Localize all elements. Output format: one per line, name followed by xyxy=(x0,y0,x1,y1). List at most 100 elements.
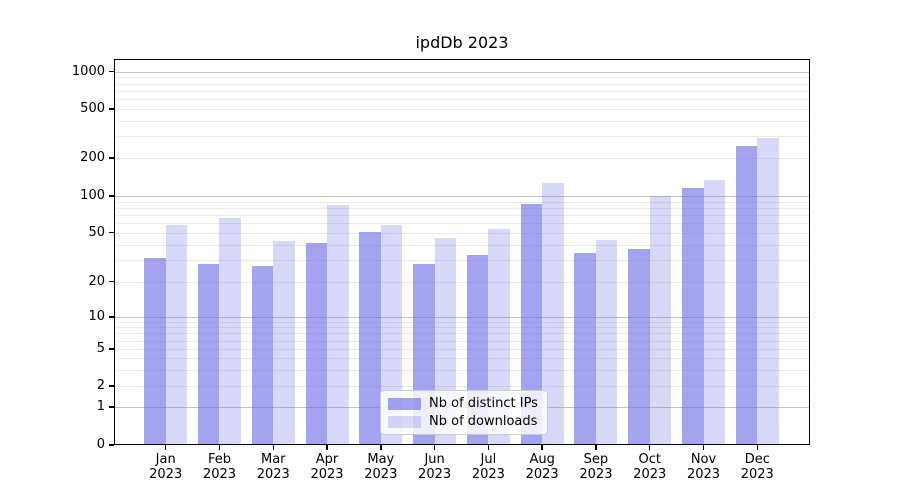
bar-downloads xyxy=(703,179,725,445)
x-tick-mark xyxy=(272,445,274,450)
grid-line-minor xyxy=(114,369,810,371)
bar-distinct-ips xyxy=(197,263,220,445)
grid-line-minor xyxy=(114,340,810,342)
x-tick-mark xyxy=(595,445,597,450)
y-tick-mark xyxy=(109,195,114,197)
bar-downloads xyxy=(595,239,618,445)
grid-line-minor xyxy=(114,232,810,234)
x-tick-label: Jan 2023 xyxy=(149,452,183,482)
y-tick-mark xyxy=(109,406,114,408)
bar-distinct-ips xyxy=(251,265,274,445)
grid-line-minor xyxy=(114,244,810,246)
grid-line-minor xyxy=(114,321,810,323)
x-tick-mark xyxy=(649,445,651,450)
y-tick-label: 100 xyxy=(80,188,105,203)
bar-downloads xyxy=(380,224,403,445)
x-tick-label: Aug 2023 xyxy=(525,452,559,482)
grid-line-major xyxy=(114,317,810,318)
grid-line-minor xyxy=(114,327,810,329)
y-tick-label: 0 xyxy=(96,437,105,452)
legend-item-distinct-ips: Nb of distinct IPs xyxy=(388,396,538,411)
grid-line-minor xyxy=(114,349,810,350)
bar-downloads xyxy=(327,204,349,445)
bar-downloads xyxy=(649,196,672,445)
bar-distinct-ips xyxy=(144,258,166,445)
y-tick-mark xyxy=(109,385,114,387)
x-tick-label: Apr 2023 xyxy=(310,452,344,482)
plot-area xyxy=(114,59,810,445)
chart-title: ipdDb 2023 xyxy=(415,33,509,52)
y-tick-label: 50 xyxy=(88,224,105,240)
x-tick-mark xyxy=(165,445,167,450)
x-tick-mark xyxy=(326,445,328,450)
bar-distinct-ips xyxy=(735,146,758,445)
y-tick-mark xyxy=(109,316,114,318)
y-tick-mark xyxy=(109,157,114,159)
y-tick-mark xyxy=(109,444,114,446)
x-tick-mark xyxy=(380,445,382,450)
x-tick-mark xyxy=(487,445,490,450)
grid-line-minor xyxy=(114,260,810,262)
grid-line-minor xyxy=(114,207,810,209)
x-tick-label: Oct 2023 xyxy=(633,452,667,482)
x-tick-label: Nov 2023 xyxy=(686,452,721,482)
y-tick-label: 10 xyxy=(88,309,105,324)
grid-line-minor xyxy=(114,136,810,138)
bar-distinct-ips xyxy=(682,188,704,445)
y-tick-label: 1000 xyxy=(71,63,105,79)
x-tick-label: Mar 2023 xyxy=(256,452,290,482)
x-tick-mark xyxy=(433,445,436,450)
bar-distinct-ips xyxy=(520,203,543,445)
grid-line-minor xyxy=(114,120,810,122)
grid-line-minor xyxy=(114,201,810,203)
bar-distinct-ips xyxy=(305,243,328,445)
grid-line-minor xyxy=(114,90,810,92)
legend-label-downloads: Nb of downloads xyxy=(429,414,538,429)
grid-line-major xyxy=(114,71,810,73)
grid-line-minor xyxy=(114,386,810,387)
y-tick-mark xyxy=(109,232,114,234)
grid-line-minor xyxy=(114,83,810,85)
x-tick-label: Jun 2023 xyxy=(418,452,452,482)
legend-item-downloads: Nb of downloads xyxy=(388,414,538,429)
bar-downloads xyxy=(273,240,295,445)
y-tick-mark xyxy=(109,348,114,350)
grid-line-minor xyxy=(114,77,810,79)
y-tick-mark xyxy=(109,281,114,283)
x-tick-mark xyxy=(218,445,221,450)
y-tick-label: 2 xyxy=(96,378,105,393)
y-tick-mark xyxy=(109,108,114,110)
legend-swatch-distinct-ips xyxy=(388,397,421,410)
bar-downloads xyxy=(219,218,241,445)
y-tick-label: 20 xyxy=(88,273,105,289)
y-tick-label: 5 xyxy=(96,341,105,356)
x-tick-label: May 2023 xyxy=(364,452,398,482)
x-tick-mark xyxy=(541,445,543,450)
bar-downloads xyxy=(542,182,564,445)
grid-line-minor xyxy=(114,99,810,101)
grid-line-minor xyxy=(114,223,810,225)
grid-line-minor xyxy=(114,214,810,216)
grid-line-minor xyxy=(114,333,810,335)
bar-distinct-ips xyxy=(359,231,381,445)
y-tick-mark xyxy=(109,70,114,73)
x-tick-label: Sep 2023 xyxy=(579,452,613,482)
grid-line-minor xyxy=(114,158,810,159)
grid-line-minor xyxy=(114,358,810,359)
legend: Nb of distinct IPs Nb of downloads xyxy=(380,390,548,435)
y-tick-label: 200 xyxy=(80,150,105,165)
x-tick-label: Dec 2023 xyxy=(740,452,774,482)
x-tick-mark xyxy=(702,445,705,450)
legend-swatch-downloads xyxy=(388,415,421,428)
bar-distinct-ips xyxy=(574,253,596,445)
x-tick-label: Jul 2023 xyxy=(471,452,505,482)
bar-downloads xyxy=(165,224,188,445)
x-tick-label: Feb 2023 xyxy=(202,452,237,482)
y-tick-label: 1 xyxy=(96,399,105,414)
bar-downloads xyxy=(757,138,779,445)
y-tick-label: 500 xyxy=(80,101,105,116)
grid-line-minor xyxy=(114,109,810,110)
legend-label-distinct-ips: Nb of distinct IPs xyxy=(429,396,538,411)
bar-distinct-ips xyxy=(628,248,650,445)
